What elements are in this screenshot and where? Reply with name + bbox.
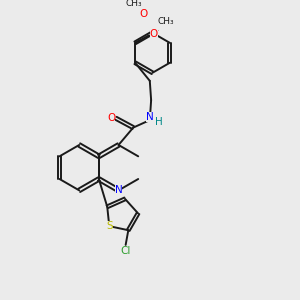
Text: S: S — [106, 221, 112, 231]
Text: N: N — [146, 112, 154, 122]
Text: Cl: Cl — [121, 246, 131, 256]
Text: H: H — [155, 117, 163, 127]
Text: O: O — [150, 29, 158, 39]
Text: O: O — [140, 9, 148, 19]
Text: CH₃: CH₃ — [125, 0, 142, 8]
Text: O: O — [107, 113, 115, 123]
Text: N: N — [115, 185, 122, 195]
Text: CH₃: CH₃ — [157, 17, 174, 26]
